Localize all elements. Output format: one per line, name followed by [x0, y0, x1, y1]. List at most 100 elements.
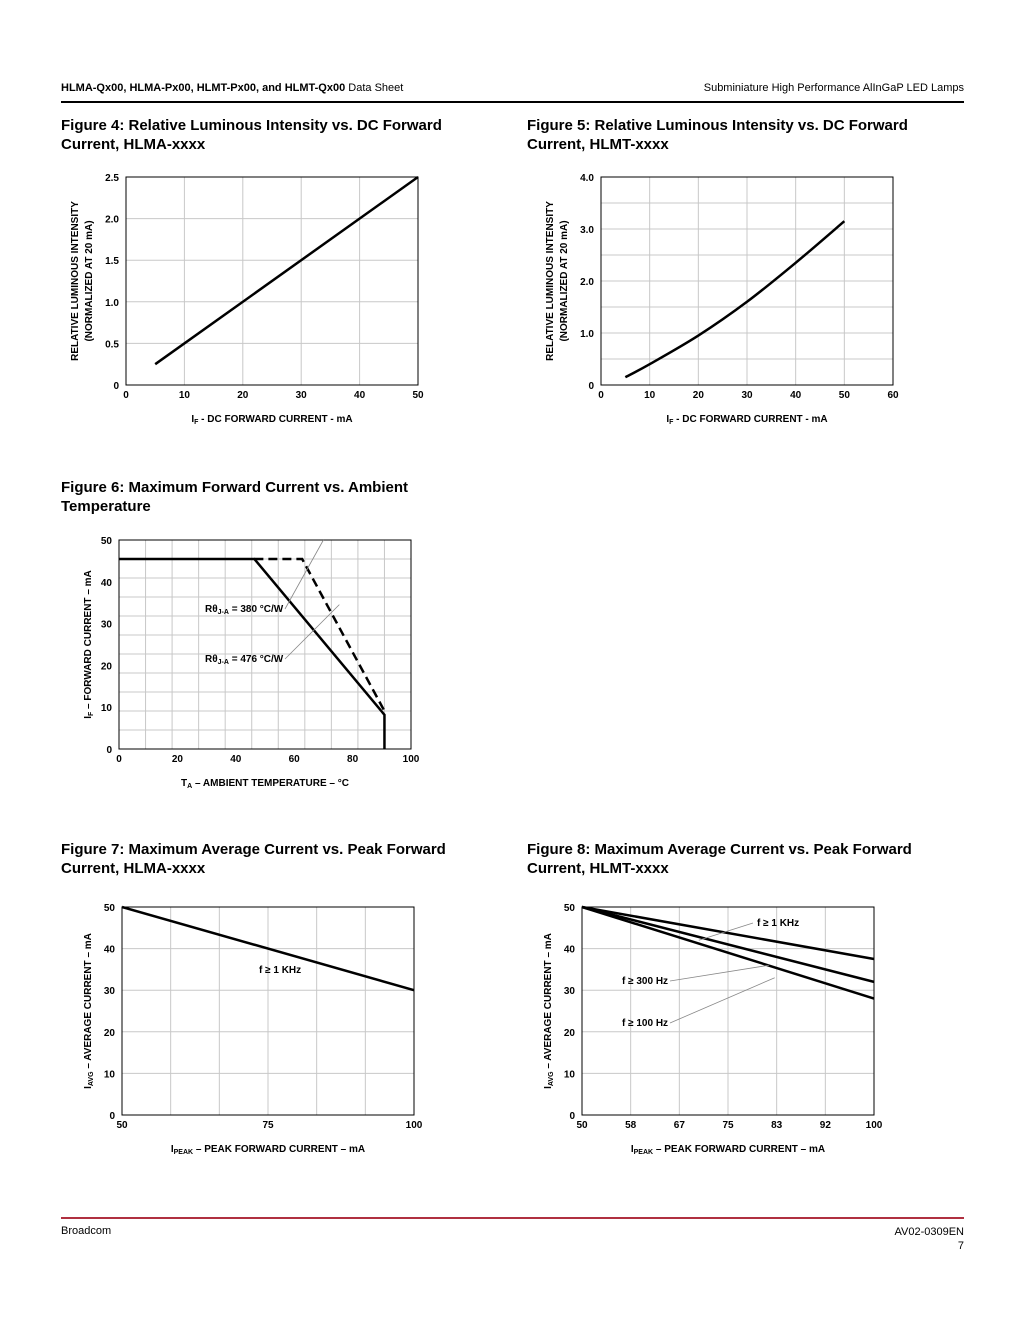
c6-x-axis-label: TA – AMBIENT TEMPERATURE – °C — [181, 778, 349, 790]
c4-y-axis-label-line2: (NORMALIZED AT 20 mA) — [84, 220, 95, 341]
c8-y-tick-label: 10 — [564, 1069, 576, 1080]
c8-x-axis-label: IPEAK – PEAK FORWARD CURRENT – mA — [631, 1144, 825, 1156]
footer-doc-id: AV02-0309EN — [894, 1226, 964, 1238]
c8-series-line-1 — [581, 905, 875, 961]
c6-x-tick-label: 100 — [403, 754, 420, 765]
header-part-numbers: HLMA-Qx00, HLMA-Px00, HLMT-Px00, and HLM… — [61, 82, 346, 94]
c6-y-tick-label: 20 — [101, 661, 113, 672]
c5-y-tick-label: 3.0 — [580, 225, 594, 236]
c5-y-tick-label: 2.0 — [580, 277, 594, 288]
c7-y-axis-label: IAVG – AVERAGE CURRENT – mA — [83, 933, 95, 1089]
c5-y-tick-label: 1.0 — [580, 329, 594, 340]
page-header: HLMA-Qx00, HLMA-Px00, HLMT-Px00, and HLM… — [61, 82, 964, 96]
c5-y-tick-label: 4.0 — [580, 173, 594, 184]
c7-y-tick-label: 30 — [104, 986, 116, 997]
c5-plot-frame — [600, 176, 894, 386]
c7-plot-frame — [121, 906, 415, 1116]
c4-y-tick-label: 2.5 — [105, 173, 119, 184]
figure-8-title: Figure 8: Maximum Average Current vs. Pe… — [527, 841, 912, 877]
figure-6-chart: 0 20 40 60 80 100 0 10 20 30 40 50 TA – AMBIENT TEMP… — [83, 536, 420, 790]
header-doc-type: Data Sheet — [348, 82, 404, 94]
c6-x-tick-label: 40 — [230, 754, 242, 765]
footer-page-number: 7 — [957, 1240, 964, 1252]
figure-7-title: Figure 7: Maximum Average Current vs. Pe… — [61, 841, 446, 877]
c4-y-tick-label: 0.5 — [105, 339, 119, 350]
c6-y-tick-label: 40 — [101, 578, 113, 589]
c6-y-tick-label: 30 — [101, 620, 113, 631]
c6-x-tick-label: 20 — [172, 754, 184, 765]
c6-y-axis-label: IF – FORWARD CURRENT – mA — [83, 570, 95, 719]
c7-x-tick-label: 100 — [406, 1120, 423, 1131]
c6-x-tick-label: 0 — [116, 754, 122, 765]
figure-5-chart: 0 10 20 30 40 50 60 0 1.0 2.0 3.0 4.0 IF - DC FORWAR… — [545, 173, 899, 426]
footer-company: Broadcom — [61, 1225, 112, 1237]
c6-plot-frame — [118, 539, 412, 750]
figure-7-chart: 50 75 100 0 10 20 30 40 50 IPEAK – PEAK FORWARD C… — [83, 903, 423, 1156]
c4-plot-frame — [125, 176, 419, 386]
c5-x-tick-label: 60 — [887, 390, 899, 401]
c8-x-tick-label: 100 — [866, 1120, 883, 1131]
c4-y-tick-label: 1.5 — [105, 256, 119, 267]
c8-x-tick-label: 67 — [674, 1120, 686, 1131]
c5-x-tick-label: 50 — [839, 390, 851, 401]
c6-series-line-2 — [254, 557, 386, 712]
c8-y-axis-label: IAVG – AVERAGE CURRENT – mA — [543, 933, 555, 1089]
c8-series-line-2 — [581, 905, 875, 984]
header-product-name: Subminiature High Performance AlInGaP LE… — [703, 82, 964, 94]
c7-x-axis-label: IPEAK – PEAK FORWARD CURRENT – mA — [171, 1144, 365, 1156]
c8-x-tick-label: 58 — [625, 1120, 637, 1131]
c7-y-tick-label: 10 — [104, 1069, 116, 1080]
c5-y-axis-label-line1: RELATIVE LUMINOUS INTENSITY — [545, 201, 556, 361]
footer-doc-info: AV02-0309EN 7 — [894, 1225, 964, 1253]
c8-annotation-label: f ≥ 1 KHz — [757, 918, 799, 929]
c5-x-axis-label: IF - DC FORWARD CURRENT - mA — [666, 414, 827, 426]
c4-x-tick-label: 50 — [412, 390, 424, 401]
c6-annotation-label: RθJ-A = 476 °C/W — [205, 654, 284, 666]
c4-x-tick-label: 10 — [179, 390, 191, 401]
c5-y-tick-label: 0 — [588, 381, 594, 392]
c8-annotation-label: f ≥ 100 Hz — [622, 1018, 668, 1029]
c4-x-tick-label: 40 — [354, 390, 366, 401]
c6-y-tick-label: 0 — [106, 745, 112, 756]
c7-y-tick-label: 40 — [104, 945, 116, 956]
c8-series-line-3 — [581, 905, 875, 1000]
c8-y-tick-label: 50 — [564, 903, 576, 914]
c7-annotation-label: f ≥ 1 KHz — [259, 965, 301, 976]
figure-6-title: Figure 6: Maximum Forward Current vs. Am… — [61, 479, 408, 515]
c8-y-tick-label: 20 — [564, 1028, 576, 1039]
c8-plot-frame — [581, 906, 875, 1116]
c4-x-tick-label: 30 — [296, 390, 308, 401]
header-doc-title: HLMA-Qx00, HLMA-Px00, HLMT-Px00, and HLM… — [61, 82, 403, 94]
header-divider — [61, 101, 964, 103]
c4-x-tick-label: 20 — [237, 390, 249, 401]
c5-x-tick-label: 40 — [790, 390, 802, 401]
c8-x-tick-label: 83 — [771, 1120, 783, 1131]
figure-5-title: Figure 5: Relative Luminous Intensity vs… — [527, 117, 908, 153]
c7-y-tick-label: 20 — [104, 1028, 116, 1039]
c8-y-tick-label: 30 — [564, 986, 576, 997]
c4-y-tick-label: 2.0 — [105, 215, 119, 226]
c8-annotation-leader — [669, 964, 769, 982]
c4-y-axis-label-line1: RELATIVE LUMINOUS INTENSITY — [70, 201, 81, 361]
c4-x-tick-label: 0 — [123, 390, 129, 401]
c5-x-tick-label: 30 — [741, 390, 753, 401]
c8-x-tick-label: 75 — [722, 1120, 734, 1131]
c8-x-tick-label: 92 — [820, 1120, 832, 1131]
c6-y-tick-label: 50 — [101, 536, 113, 547]
c4-x-axis-label: IF - DC FORWARD CURRENT - mA — [191, 414, 352, 426]
c5-x-tick-label: 20 — [693, 390, 705, 401]
c7-series-line-1 — [121, 905, 415, 992]
c8-annotation-leader — [698, 922, 754, 941]
c6-x-tick-label: 80 — [347, 754, 359, 765]
c5-x-tick-label: 10 — [644, 390, 656, 401]
c7-y-tick-label: 0 — [109, 1111, 115, 1122]
c6-series-line-1 — [119, 557, 386, 749]
c8-y-tick-label: 40 — [564, 945, 576, 956]
c8-annotation-leader — [669, 977, 775, 1024]
figure-4-chart: 0 10 20 30 40 50 0 0.5 1.0 1.5 2.0 2.5 IF - DC FORWA… — [70, 173, 424, 426]
footer-divider — [61, 1217, 964, 1219]
c6-annotation-leader — [284, 604, 340, 660]
c4-y-tick-label: 1.0 — [105, 298, 119, 309]
c7-y-tick-label: 50 — [104, 903, 116, 914]
c6-annotation-leader — [284, 539, 324, 610]
